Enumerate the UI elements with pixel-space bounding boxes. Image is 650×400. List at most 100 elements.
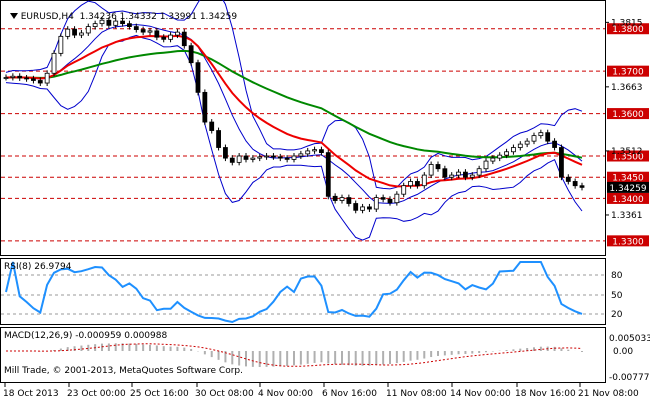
level-label-1.3600: 1.3600 bbox=[612, 110, 644, 120]
bollinger-bands bbox=[5, 0, 583, 241]
candle-body bbox=[24, 77, 29, 80]
current-price-label: 1.34259 bbox=[609, 184, 646, 194]
chart-header: EURUSD,H4 1.34236 1.34332 1.33991 1.3425… bbox=[4, 2, 237, 22]
candle-body bbox=[367, 206, 372, 210]
rsi-tick-80: 80 bbox=[611, 271, 623, 281]
candle-body bbox=[339, 197, 345, 201]
ma-red-line bbox=[5, 34, 583, 188]
candle-body bbox=[552, 140, 557, 148]
candle-body bbox=[72, 28, 77, 36]
macd-tick-zero: 0.00 bbox=[613, 347, 633, 357]
candle-body bbox=[483, 160, 489, 170]
time-tick-3: 30 Oct 08:00 bbox=[195, 389, 254, 399]
candle-body bbox=[490, 157, 496, 162]
rsi-panel-frame bbox=[0, 258, 606, 325]
candle-body bbox=[415, 181, 420, 187]
candle-body bbox=[175, 31, 180, 36]
candle-body bbox=[538, 132, 544, 137]
candle-body bbox=[216, 130, 221, 148]
candle-body bbox=[181, 31, 187, 47]
candle-body bbox=[380, 197, 386, 200]
macd-tick-top: 0.005033 bbox=[609, 334, 650, 344]
candle-body bbox=[85, 26, 91, 34]
candle-body bbox=[17, 75, 23, 79]
candle-body bbox=[161, 36, 167, 40]
time-tick-9: 21 Nov 08:00 bbox=[578, 389, 639, 399]
ma-green-line bbox=[6, 49, 583, 159]
level-box-1.3800 bbox=[607, 23, 649, 35]
level-box-1.3500 bbox=[607, 150, 649, 162]
candle-body bbox=[298, 153, 304, 157]
rsi-line bbox=[5, 261, 583, 324]
level-lines bbox=[1, 28, 605, 242]
candle-body bbox=[517, 143, 523, 148]
price-tick-1.3361: 1.3361 bbox=[611, 211, 643, 221]
candle-body bbox=[236, 155, 242, 163]
candle-body bbox=[456, 171, 461, 176]
candle-body bbox=[243, 155, 249, 160]
candle-body bbox=[572, 181, 578, 187]
candle-body bbox=[147, 30, 153, 33]
time-tick-6: 11 Nov 08:00 bbox=[386, 389, 447, 399]
macd-label: MACD(12,26,9) -0.000959 0.000988 bbox=[4, 331, 168, 341]
candle-body bbox=[79, 32, 84, 36]
candle-body bbox=[559, 147, 564, 178]
level-label-1.3800: 1.3800 bbox=[612, 25, 644, 35]
level-label-1.3500: 1.3500 bbox=[612, 153, 644, 163]
candle-body bbox=[463, 171, 468, 178]
macd-histogram bbox=[11, 343, 583, 367]
candle-body bbox=[442, 168, 448, 178]
candle-body bbox=[120, 20, 125, 25]
candle-body bbox=[305, 150, 311, 155]
level-label-1.3300: 1.3300 bbox=[612, 237, 644, 247]
time-tick-2: 25 Oct 16:00 bbox=[130, 389, 189, 399]
candle-body bbox=[209, 121, 215, 131]
candle-body bbox=[373, 197, 379, 210]
price-candles bbox=[3, 17, 585, 214]
candle-body bbox=[188, 45, 194, 64]
candle-body bbox=[346, 197, 352, 204]
candle-body bbox=[223, 147, 228, 159]
candle-body bbox=[476, 168, 482, 176]
rsi-tick-20: 20 bbox=[611, 310, 623, 320]
time-tick-0: 18 Oct 2013 bbox=[3, 389, 59, 399]
macd-tick-bottom: -0.007775 bbox=[609, 373, 650, 383]
candle-body bbox=[106, 19, 112, 26]
candle-body bbox=[99, 19, 105, 25]
time-tick-7: 14 Nov 00:00 bbox=[450, 389, 511, 399]
candle-body bbox=[353, 203, 359, 211]
candle-body bbox=[250, 157, 256, 160]
candle-body bbox=[401, 185, 407, 195]
candle-body bbox=[127, 23, 132, 28]
candle-body bbox=[449, 174, 455, 178]
candle-body bbox=[319, 149, 324, 154]
candle-body bbox=[360, 206, 365, 211]
candle-body bbox=[469, 174, 475, 178]
candle-body bbox=[545, 132, 551, 142]
rsi-label: RSI(8) 26.9794 bbox=[4, 262, 72, 272]
candle-body bbox=[435, 164, 441, 170]
copyright-label: Mill Trade, © 2001-2013, MetaQuotes Soft… bbox=[4, 366, 243, 376]
level-label-1.3700: 1.3700 bbox=[612, 68, 644, 78]
candle-body bbox=[113, 20, 119, 26]
level-box-1.3400 bbox=[607, 192, 649, 204]
candle-body bbox=[277, 156, 283, 159]
level-box-1.3600 bbox=[607, 108, 649, 120]
candle-body bbox=[31, 78, 36, 81]
candle-body bbox=[202, 91, 208, 123]
level-box-1.3300 bbox=[607, 235, 649, 247]
triangle-down-icon bbox=[9, 13, 18, 19]
candle-body bbox=[332, 195, 338, 201]
macd-signal-line bbox=[6, 343, 583, 367]
candle-body bbox=[37, 80, 43, 84]
symbol-label: EURUSD,H4 bbox=[20, 12, 74, 22]
candle-body bbox=[408, 181, 413, 187]
time-axis: 18 Oct 2013 23 Oct 00:00 25 Oct 16:00 30 Oc… bbox=[3, 383, 639, 399]
rsi-tick-50: 50 bbox=[611, 291, 623, 301]
candle-body bbox=[168, 34, 173, 40]
candle-body bbox=[428, 164, 434, 176]
level-label-1.3450: 1.3450 bbox=[612, 174, 644, 184]
candle-body bbox=[154, 30, 160, 38]
candle-body bbox=[65, 28, 71, 37]
